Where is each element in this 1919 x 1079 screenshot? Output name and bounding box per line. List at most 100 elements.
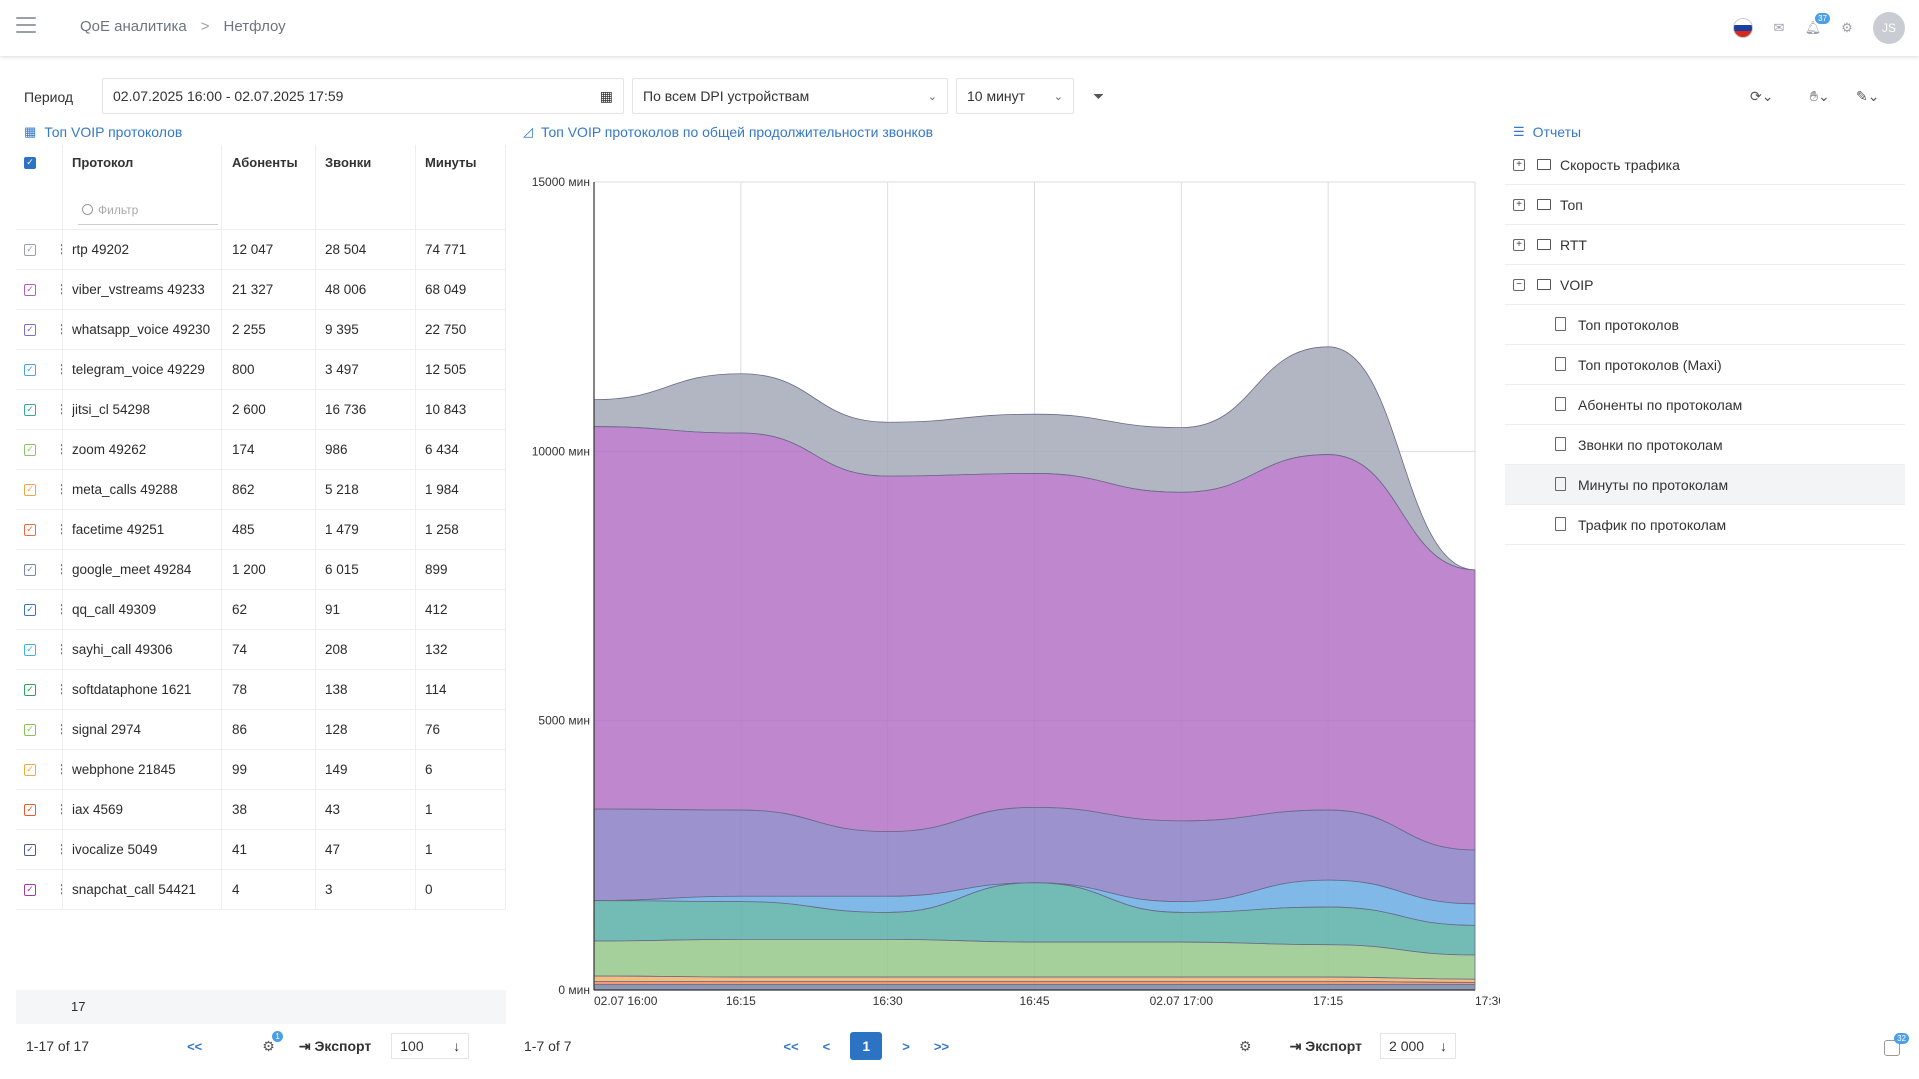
row-checkbox[interactable]: ✓: [24, 884, 36, 896]
mail-icon[interactable]: ✉: [1773, 20, 1785, 35]
row-checkbox[interactable]: ✓: [24, 644, 36, 656]
filter-icon[interactable]: ⏷: [1093, 88, 1105, 104]
table-row[interactable]: ✓ ⋮ whatsapp_voice 49230 2 255 9 395 22 …: [16, 310, 506, 350]
current-page[interactable]: 1: [850, 1032, 883, 1060]
settings-icon[interactable]: ⚙ 1: [262, 1030, 283, 1055]
col-calls[interactable]: Звонки: [325, 155, 372, 170]
first-page-button[interactable]: <<: [783, 1038, 799, 1054]
period-value: 02.07.2025 16:00 - 02.07.2025 17:59: [113, 88, 344, 104]
folder-icon: [1537, 239, 1551, 250]
protocol-table: ✓ Протокол Абоненты Звонки Минуты Фильтр…: [16, 145, 506, 910]
row-checkbox[interactable]: ✓: [24, 564, 36, 576]
col-protocol[interactable]: Протокол: [72, 155, 134, 170]
cell-calls: 208: [325, 642, 348, 657]
flag-ru-icon[interactable]: [1733, 18, 1753, 38]
table-row[interactable]: ✓ ⋮ snapchat_call 54421 4 3 0: [16, 870, 506, 910]
table-row[interactable]: ✓ ⋮ meta_calls 49288 862 5 218 1 984: [16, 470, 506, 510]
report-item[interactable]: Звонки по протоколам: [1505, 425, 1905, 465]
expand-icon[interactable]: +: [1513, 239, 1525, 251]
cell-calls: 6 015: [325, 562, 359, 577]
row-checkbox[interactable]: ✓: [24, 604, 36, 616]
hand-icon[interactable]: ✋︎⌄: [1810, 88, 1830, 104]
first-page-button[interactable]: <<: [187, 1038, 203, 1054]
row-checkbox[interactable]: ✓: [24, 444, 36, 456]
page-size-select[interactable]: 2 000 ↓: [1380, 1033, 1457, 1059]
table-row[interactable]: ✓ ⋮ jitsi_cl 54298 2 600 16 736 10 843: [16, 390, 506, 430]
report-item[interactable]: Топ протоколов (Maxi): [1505, 345, 1905, 385]
report-folder[interactable]: + Топ: [1505, 185, 1905, 225]
reports-title: Отчеты: [1532, 124, 1582, 140]
expand-icon[interactable]: +: [1513, 159, 1525, 171]
menu-icon[interactable]: [16, 17, 36, 35]
report-item[interactable]: Абоненты по протоколам: [1505, 385, 1905, 425]
table-row[interactable]: ✓ ⋮ viber_vstreams 49233 21 327 48 006 6…: [16, 270, 506, 310]
table-row[interactable]: ✓ ⋮ softdataphone 1621 78 138 114: [16, 670, 506, 710]
report-folder[interactable]: + RTT: [1505, 225, 1905, 265]
table-row[interactable]: ✓ ⋮ telegram_voice 49229 800 3 497 12 50…: [16, 350, 506, 390]
prev-page-button[interactable]: <: [822, 1038, 831, 1054]
protocol-filter-input[interactable]: Фильтр: [78, 199, 218, 225]
table-row[interactable]: ✓ ⋮ signal 2974 86 128 76: [16, 710, 506, 750]
row-checkbox[interactable]: ✓: [24, 244, 36, 256]
window-icon[interactable]: 32: [1884, 1033, 1909, 1056]
breadcrumb-root[interactable]: QoE аналитика: [80, 18, 187, 35]
report-item[interactable]: Минуты по протоколам: [1505, 465, 1905, 505]
calendar-icon[interactable]: ▦: [599, 87, 613, 104]
row-checkbox[interactable]: ✓: [24, 844, 36, 856]
bug-icon[interactable]: ⚙: [1841, 20, 1853, 35]
brush-icon[interactable]: ✎⌄: [1856, 88, 1880, 104]
row-checkbox[interactable]: ✓: [24, 684, 36, 696]
period-input[interactable]: 02.07.2025 16:00 - 02.07.2025 17:59 ▦: [102, 78, 624, 114]
row-checkbox[interactable]: ✓: [24, 764, 36, 776]
collapse-icon[interactable]: −: [1513, 279, 1525, 291]
device-select[interactable]: По всем DPI устройствам ⌄: [632, 78, 948, 114]
report-folder[interactable]: − VOIP: [1505, 265, 1905, 305]
report-item[interactable]: Топ протоколов: [1505, 305, 1905, 345]
x-tick-label: 17:30: [1475, 994, 1500, 1008]
table-row[interactable]: ✓ ⋮ iax 4569 38 43 1: [16, 790, 506, 830]
bell-icon[interactable]: 🔔︎ 37: [1805, 13, 1830, 36]
select-all-checkbox[interactable]: ✓: [24, 157, 36, 169]
cell-protocol: signal 2974: [72, 722, 142, 737]
table-row[interactable]: ✓ ⋮ qq_call 49309 62 91 412: [16, 590, 506, 630]
table-row[interactable]: ✓ ⋮ google_meet 49284 1 200 6 015 899: [16, 550, 506, 590]
report-item[interactable]: Трафик по протоколам: [1505, 505, 1905, 545]
table-row[interactable]: ✓ ⋮ ivocalize 5049 41 47 1: [16, 830, 506, 870]
expand-icon[interactable]: +: [1513, 199, 1525, 211]
report-folder[interactable]: + Скорость трафика: [1505, 145, 1905, 185]
row-checkbox[interactable]: ✓: [24, 524, 36, 536]
settings-icon[interactable]: ⚙: [1239, 1037, 1252, 1054]
table-icon: ▦: [24, 124, 37, 139]
page-size-select[interactable]: 100 ↓: [391, 1033, 470, 1059]
col-minutes[interactable]: Минуты: [425, 155, 477, 170]
row-checkbox[interactable]: ✓: [24, 724, 36, 736]
cell-subscribers: 12 047: [232, 242, 274, 257]
row-checkbox[interactable]: ✓: [24, 484, 36, 496]
export-button[interactable]: ⇥ Экспорт: [1289, 1037, 1363, 1054]
table-pager-info: 1-17 of 17: [26, 1038, 90, 1054]
table-row[interactable]: ✓ ⋮ rtp 49202 12 047 28 504 74 771: [16, 230, 506, 270]
cell-minutes: 1 258: [425, 522, 459, 537]
table-row[interactable]: ✓ ⋮ zoom 49262 174 986 6 434: [16, 430, 506, 470]
interval-select[interactable]: 10 минут ⌄: [956, 78, 1074, 114]
row-checkbox[interactable]: ✓: [24, 404, 36, 416]
refresh-icon[interactable]: ⟳⌄: [1750, 88, 1774, 104]
next-page-button[interactable]: >: [902, 1038, 910, 1054]
table-row[interactable]: ✓ ⋮ webphone 21845 99 149 6: [16, 750, 506, 790]
avatar[interactable]: JS: [1873, 12, 1905, 44]
row-checkbox[interactable]: ✓: [24, 364, 36, 376]
export-button[interactable]: ⇥ Экспорт: [298, 1037, 372, 1054]
document-icon: [1555, 437, 1566, 451]
cell-minutes: 412: [425, 602, 448, 617]
table-row[interactable]: ✓ ⋮ facetime 49251 485 1 479 1 258: [16, 510, 506, 550]
row-checkbox[interactable]: ✓: [24, 284, 36, 296]
row-checkbox[interactable]: ✓: [24, 804, 36, 816]
last-page-button[interactable]: >>: [933, 1038, 950, 1054]
cell-protocol: iax 4569: [72, 802, 124, 817]
x-tick-label: 16:45: [1019, 994, 1049, 1008]
col-subscribers[interactable]: Абоненты: [232, 155, 298, 170]
chevron-down-icon: ⌄: [1053, 90, 1063, 103]
table-row[interactable]: ✓ ⋮ sayhi_call 49306 74 208 132: [16, 630, 506, 670]
row-checkbox[interactable]: ✓: [24, 324, 36, 336]
cell-minutes: 76: [425, 722, 441, 737]
